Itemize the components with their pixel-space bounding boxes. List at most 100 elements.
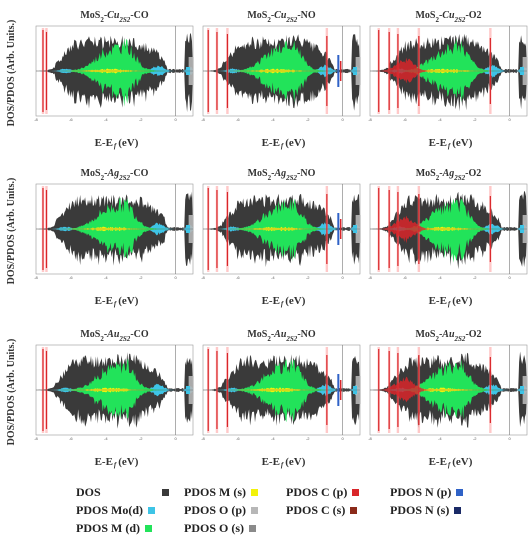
x-axis-label: E-Ef (eV) (429, 137, 473, 150)
x-tick-label: -2 (306, 117, 310, 122)
x-tick-label: -4 (438, 117, 442, 122)
legend-item-pdos-c-s: PDOS C (s) (286, 503, 358, 518)
panel-title: MoS2-Ag2S2-CO (81, 168, 149, 182)
legend-swatch-pdos-m-s (251, 489, 258, 496)
panel-title: MoS2-Ag2S2-NO (248, 168, 316, 182)
y-axis-label: DOS/PDOS (Arb. Units.) (6, 20, 17, 127)
x-axis-label: E-Ef (eV) (95, 456, 139, 469)
x-axis-label: E-Ef (eV) (429, 456, 473, 469)
panel-title: MoS2-Cu2S2-NO (247, 10, 316, 24)
x-tick-label: -2 (306, 436, 310, 441)
legend-item-pdos-m-s: PDOS M (s) (184, 485, 258, 500)
legend-swatch-pdos-n-s (454, 507, 462, 514)
x-tick-label: -8 (368, 117, 372, 122)
x-axis-label: E-Ef (eV) (95, 295, 139, 308)
legend-item-pdos-n-p: PDOS N (p) (390, 485, 464, 500)
x-tick-label: -2 (473, 117, 477, 122)
legend-swatch-pdos-c-s (350, 507, 358, 514)
legend-swatch-pdos-n-p (456, 489, 464, 496)
x-tick-label: -8 (201, 117, 205, 122)
x-tick-label: -6 (403, 117, 407, 122)
legend-item-dos: DOS (76, 485, 169, 500)
pdos-mo-d-area (203, 64, 360, 78)
x-tick-label: -2 (139, 436, 143, 441)
x-tick-label: -4 (438, 436, 442, 441)
legend-item-pdos-o-s: PDOS O (s) (184, 521, 256, 536)
panel-mos2-ag2s2-no: MoS2-Ag2S2-NO -8 -6 -4 -2 0 E-Ef (eV) (201, 168, 361, 308)
x-tick-label: -8 (368, 436, 372, 441)
x-tick-label: -6 (403, 436, 407, 441)
x-tick-label: -8 (34, 436, 38, 441)
x-tick-label: 0 (174, 117, 177, 122)
x-axis-label: E-Ef (eV) (262, 456, 306, 469)
x-axis-label: E-Ef (eV) (262, 137, 306, 150)
pdos-mo-d-area (203, 222, 360, 236)
x-tick-label: -4 (271, 436, 275, 441)
legend-swatch-dos (161, 489, 169, 496)
x-tick-label: -2 (306, 275, 310, 280)
x-tick-label: -4 (104, 117, 108, 122)
y-axis-label: DOS/PDOS (Arb. Units.) (6, 339, 17, 446)
legend-swatch-pdos-o-s (249, 525, 256, 532)
legend-item-pdos-n-s: PDOS N (s) (390, 503, 462, 518)
y-axis-label: DOS/PDOS (Arb. Units.) (6, 178, 17, 285)
x-tick-label: -4 (438, 275, 442, 280)
panel-mos2-au2s2-no: MoS2-Au2S2-NO -8 -6 -4 -2 0 E-Ef (eV) (201, 329, 361, 469)
x-tick-label: 0 (341, 117, 344, 122)
x-tick-label: -6 (236, 436, 240, 441)
x-tick-label: -8 (368, 275, 372, 280)
x-tick-label: -8 (34, 275, 38, 280)
panel-mos2-au2s2-o2: MoS2-Au2S2-O2 -8 -6 -4 -2 0 E-Ef (eV) (368, 329, 528, 469)
legend: DOS PDOS M (s) PDOS C (p) PDOS N (p) PDO… (70, 483, 530, 545)
legend-item-pdos-mo-d: PDOS Mo(d) (76, 503, 155, 518)
x-tick-label: -4 (271, 117, 275, 122)
panel-mos2-ag2s2-co: MoS2-Ag2S2-CO -8 -6 -4 -2 0 E-Ef (eV) DOS/PDOS (… (6, 168, 194, 308)
legend-swatch-pdos-m-d (145, 525, 152, 532)
x-tick-label: -4 (271, 275, 275, 280)
x-tick-label: 0 (508, 117, 511, 122)
x-tick-label: -4 (104, 436, 108, 441)
legend-swatch-pdos-mo-d (148, 507, 155, 514)
x-tick-label: -2 (139, 275, 143, 280)
x-tick-label: -6 (69, 436, 73, 441)
x-tick-label: -6 (69, 275, 73, 280)
panel-title: MoS2-Cu2S2-CO (80, 10, 149, 24)
x-axis-label: E-Ef (eV) (262, 295, 306, 308)
panel-title: MoS2-Au2S2-NO (247, 329, 316, 343)
x-tick-label: 0 (174, 436, 177, 441)
panel-mos2-cu2s2-co: MoS2-Cu2S2-CO -8 -6 -4 -2 0 E-Ef (eV) DOS/PDOS (… (6, 10, 194, 150)
panel-mos2-cu2s2-no: MoS2-Cu2S2-NO -8 -6 -4 -2 0 E-Ef (eV) (201, 10, 361, 150)
x-tick-label: -6 (236, 117, 240, 122)
x-tick-label: -6 (403, 275, 407, 280)
pdos-o-p-area (370, 57, 527, 84)
x-tick-label: -4 (104, 275, 108, 280)
panel-title: MoS2-Au2S2-CO (80, 329, 149, 343)
pdos-o-p-area (370, 215, 527, 244)
x-tick-label: 0 (341, 275, 344, 280)
panel-title: MoS2-Cu2S2-O2 (415, 10, 481, 24)
pdos-mo-d-area (36, 222, 193, 236)
legend-item-pdos-o-p: PDOS O (p) (184, 503, 259, 518)
pdos-mo-d-area (370, 64, 527, 78)
legend-item-pdos-c-p: PDOS C (p) (286, 485, 360, 500)
x-tick-label: -2 (473, 436, 477, 441)
x-tick-label: 0 (174, 275, 177, 280)
panel-title: MoS2-Au2S2-O2 (415, 329, 481, 343)
x-tick-label: -6 (69, 117, 73, 122)
x-tick-label: -8 (201, 275, 205, 280)
legend-item-pdos-m-d: PDOS M (d) (76, 521, 152, 536)
panel-title: MoS2-Ag2S2-O2 (416, 168, 482, 182)
x-axis-label: E-Ef (eV) (429, 295, 473, 308)
x-tick-label: -2 (139, 117, 143, 122)
x-tick-label: -6 (236, 275, 240, 280)
pdos-o-p-area (370, 376, 527, 403)
legend-swatch-pdos-o-p (251, 507, 259, 514)
legend-swatch-pdos-c-p (352, 489, 360, 496)
x-tick-label: 0 (508, 436, 511, 441)
x-axis-label: E-Ef (eV) (95, 137, 139, 150)
pdos-mo-d-area (36, 65, 193, 77)
x-tick-label: -8 (201, 436, 205, 441)
x-tick-label: -8 (34, 117, 38, 122)
panel-mos2-au2s2-co: MoS2-Au2S2-CO -8 -6 -4 -2 0 E-Ef (eV) DOS/PDOS (… (6, 329, 194, 469)
